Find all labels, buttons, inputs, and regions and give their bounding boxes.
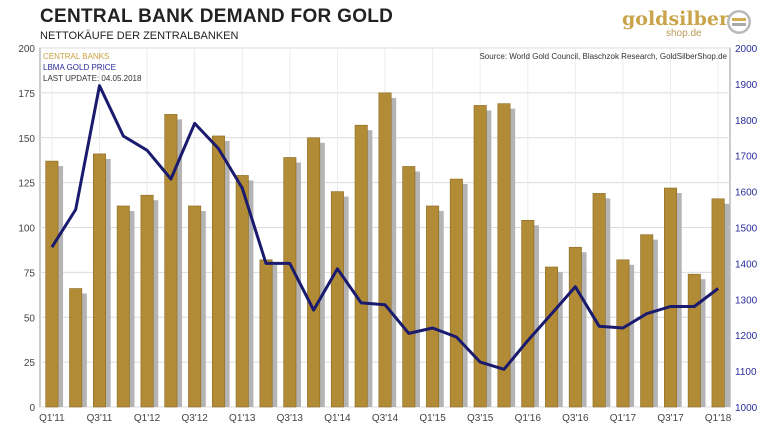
bar — [497, 103, 511, 408]
y-left-tick-label: 175 — [18, 89, 35, 100]
x-tick-label: Q1'17 — [610, 413, 637, 424]
bar — [259, 259, 273, 408]
bar — [592, 193, 606, 408]
x-tick-label: Q1'15 — [419, 413, 446, 424]
bar — [92, 153, 106, 408]
x-tick-label: Q1'16 — [515, 413, 542, 424]
bar — [402, 166, 416, 408]
y-right-tick-label: 1100 — [735, 367, 757, 378]
bar — [568, 246, 582, 408]
bar — [307, 137, 321, 408]
bar — [140, 194, 154, 408]
x-tick-label: Q3'13 — [277, 413, 304, 424]
legend-label: LBMA GOLD PRICE — [43, 63, 116, 72]
y-right-tick-label: 1300 — [735, 295, 758, 306]
bar — [545, 266, 559, 408]
y-right-tick-label: 2000 — [735, 44, 758, 55]
bar — [330, 191, 344, 408]
source-note: Source: World Gold Council, Blaschzok Re… — [479, 52, 727, 61]
y-left-tick-label: 150 — [18, 134, 35, 145]
legend-label: CENTRAL BANKS — [43, 52, 109, 61]
bar — [664, 187, 678, 408]
y-right-tick-label: 1200 — [735, 331, 758, 342]
bar — [711, 198, 725, 408]
bar — [449, 178, 463, 408]
bar — [354, 124, 368, 408]
y-left-tick-label: 125 — [18, 179, 35, 190]
bar — [283, 157, 297, 408]
y-right-tick-label: 1000 — [735, 403, 758, 414]
bar — [473, 105, 487, 408]
y-right-tick-label: 1500 — [735, 224, 758, 235]
brand-logo[interactable]: goldsilber shop.de — [622, 6, 762, 42]
bar — [69, 288, 83, 408]
bar — [521, 220, 535, 408]
x-tick-label: Q3'17 — [657, 413, 684, 424]
bar — [640, 234, 654, 408]
x-tick-label: Q3'15 — [467, 413, 494, 424]
bar — [235, 175, 249, 408]
x-tick-label: Q1'13 — [229, 413, 256, 424]
x-tick-label: Q3'14 — [372, 413, 399, 424]
y-right-tick-label: 1400 — [735, 259, 758, 270]
coin-icon — [727, 10, 751, 34]
chart-subtitle: NETTOKÄUFE DER ZENTRALBANKEN — [40, 30, 239, 42]
y-left-tick-label: 75 — [24, 268, 36, 279]
x-tick-label: Q3'11 — [87, 413, 113, 424]
x-tick-label: Q1'11 — [39, 413, 65, 424]
bar — [45, 160, 59, 408]
x-tick-label: Q1'12 — [134, 413, 161, 424]
chart-title: CENTRAL BANK DEMAND FOR GOLD — [40, 6, 394, 27]
y-right-tick-label: 1600 — [735, 188, 758, 199]
x-tick-label: Q3'16 — [562, 413, 589, 424]
logo-subtext: shop.de — [666, 28, 702, 39]
x-tick-label: Q1'18 — [705, 413, 732, 424]
y-right-tick-label: 1900 — [735, 80, 758, 91]
y-right-tick-label: 1800 — [735, 116, 758, 127]
bar — [616, 259, 630, 408]
y-left-tick-label: 100 — [18, 224, 35, 235]
bar — [188, 205, 202, 408]
bar — [687, 273, 701, 408]
y-left-tick-label: 200 — [18, 44, 35, 55]
bar — [116, 205, 130, 408]
bar — [378, 92, 392, 408]
bar — [164, 114, 178, 408]
y-left-tick-label: 0 — [29, 403, 35, 414]
price-line — [50, 84, 720, 371]
y-left-tick-label: 25 — [24, 358, 36, 369]
bar — [426, 205, 440, 408]
y-right-tick-label: 1700 — [735, 152, 758, 163]
y-left-tick-label: 50 — [24, 313, 36, 324]
legend-label: LAST UPDATE: 04.05.2018 — [43, 74, 142, 83]
bar — [211, 135, 225, 408]
x-tick-label: Q3'12 — [181, 413, 208, 424]
x-tick-label: Q1'14 — [324, 413, 351, 424]
logo-wordmark: goldsilber — [622, 8, 729, 30]
